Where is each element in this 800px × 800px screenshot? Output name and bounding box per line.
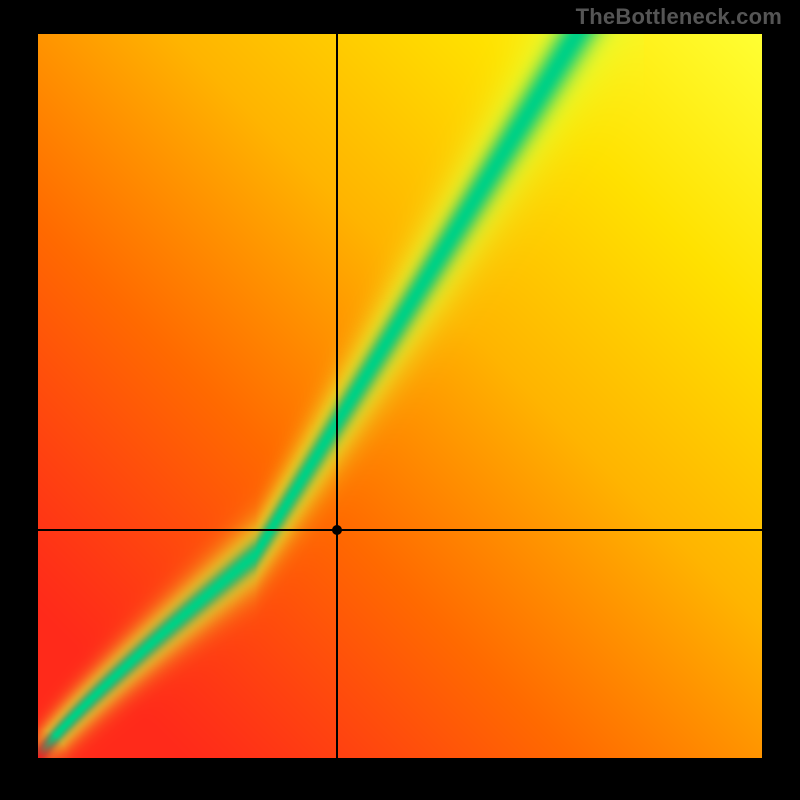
chart-frame: { "canvas": { "width": 800, "height": 80… [0,0,800,800]
bottleneck-heatmap [38,34,762,758]
watermark-text: TheBottleneck.com [576,4,782,30]
